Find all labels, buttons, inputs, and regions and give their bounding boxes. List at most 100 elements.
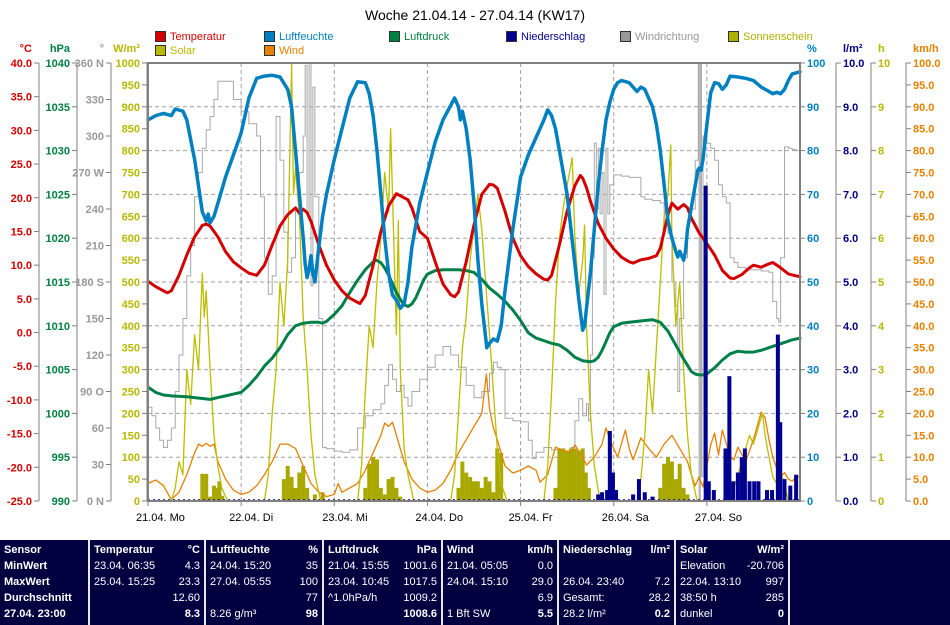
table-filler [790,540,950,625]
bar-sonnenschein [576,450,581,501]
axis-unit-label: h [878,43,885,55]
axis-tick-label: 120 [86,350,104,362]
axis-tick-label: 10.0 [11,260,32,272]
series-luftfeuchte [146,70,802,350]
axis-tick-label: 40 [807,321,819,333]
bar-sonnenschein [285,465,290,501]
bar-sonnenschein [557,448,562,501]
bar-sonnenschein [580,448,585,501]
axis-tick-label: 0 [134,496,140,508]
axis-tick-label: 300 [86,131,104,143]
axis-tick-label: 80.0 [913,146,934,158]
chart-legend: Temperatur Luftfeuchte Luftdruck Niederschl… [0,28,950,60]
bar-niederschlag [650,496,655,501]
cell-text: 21.04. 05:05 [447,560,509,572]
axis-tick-label: 0.0 [17,328,32,340]
legend-label: Sonnenschein [743,30,813,43]
axis-tick-label: 2.0 [843,408,858,420]
cell-text: 23.04. 10:45 [328,576,390,588]
axis-unit-label: hPa [50,43,71,55]
axis-tick-label: 360 N [75,58,104,70]
cell-value: 0.2 [654,608,670,620]
bar-niederschlag [788,485,793,501]
axis-tick-label: 4 [878,321,885,333]
bar-sonnenschein [367,463,372,501]
axis-tick-label: -20.0 [7,462,32,474]
table-row: Elevation -20.706 [680,558,784,574]
bar-sonnenschein [398,496,403,501]
axis-tick-label: 10 [878,58,890,70]
bar-niederschlag [703,185,708,501]
axis-tick-label: 9 [878,102,884,114]
cell-value: 285 [765,592,784,604]
table-row-label: MaxWert [4,574,84,590]
axis-tick-label: -5.0 [13,361,32,373]
axis-tick-label: -15.0 [7,429,32,441]
axis-tick-label: 40.0 [11,58,32,70]
bar-sonnenschein [200,473,205,501]
cell-value: 997 [765,576,784,588]
axis-tick-label: 500 [122,277,140,289]
bar-sonnenschein [378,487,383,501]
cell-value: 0.0 [537,560,553,572]
axis-tick-label: 2 [878,408,884,420]
table-header-row: Luftdruck hPa [328,542,437,558]
cell-value: 100 [299,576,318,588]
axis-tick-label: 100 [807,58,825,70]
cell-value: 7.2 [654,576,670,588]
bar-sonnenschein [483,476,488,501]
axis-tick-label: 550 [122,255,140,267]
bar-sonnenschein [289,476,294,501]
cell-text: 24.04. 15:10 [447,576,509,588]
cell-value: 1008.6 [403,608,437,620]
table-row-label: Sensor [4,542,84,558]
axis-unit-label: km/h [913,43,939,55]
bar-sonnenschein [479,487,484,501]
bar-sonnenschein [666,457,671,501]
table-row: 12.60 [94,590,200,606]
bar-niederschlag [706,481,711,501]
axis-tick-label: -10.0 [7,395,32,407]
axis-tick-label: 0 [807,496,813,508]
bar-sonnenschein [312,494,317,501]
column-name: Luftfeuchte [210,544,270,556]
bar-niederschlag [607,430,612,501]
cell-value: 77 [305,592,318,604]
cell-text: 21.04. 15:55 [328,560,390,572]
cell-text: 23.04. 06:35 [94,560,156,572]
axis-tick-label: 70 [807,189,819,201]
axis-unit-label: % [807,43,817,55]
sensor-stats-table: Sensor MinWert MaxWert Durchschnitt 27.04. 2… [0,540,950,625]
table-row: 23.04. 06:35 4.3 [94,558,200,574]
axis-tick-label: 30 [807,365,819,377]
series-luftdruck [146,258,802,401]
axis-tick-label: 650 [122,211,140,223]
bar-niederschlag [770,490,775,501]
legend-label: Luftdruck [404,30,450,43]
bar-niederschlag [731,481,736,501]
axis-tick-label: 30.0 [913,365,934,377]
table-row: 24.04. 15:20 35 [210,558,318,574]
x-axis-label: 23.04. Mi [322,512,367,524]
bar-sonnenschein [685,494,690,501]
column-name: Temperatur [94,544,154,556]
column-name: Wind [447,544,474,556]
bar-sonnenschein [305,487,310,501]
bar-sonnenschein [572,448,577,501]
axis-tick-label: 900 [122,102,140,114]
axis-tick-label: 1035 [46,102,70,114]
axis-tick-label: 850 [122,124,140,136]
bar-niederschlag [636,479,641,501]
bar-sonnenschein [565,450,570,501]
axis-unit-label: W/m² [113,43,140,55]
table-header-row: Temperatur °C [94,542,200,558]
bar-sonnenschein [569,448,574,501]
table-header-row: Wind km/h [447,542,553,558]
bar-sonnenschein [669,461,674,501]
cell-value: 1001.6 [403,560,437,572]
legend-swatch-icon [620,31,631,42]
bar-niederschlag [631,494,636,501]
weather-week-chart: 21.04. Mo 22.04. Di 23.04. Mi 24.04. Do 25.0… [7,43,941,524]
table-header-row: Solar W/m² [680,542,784,558]
axis-tick-label: 65.0 [913,211,934,223]
